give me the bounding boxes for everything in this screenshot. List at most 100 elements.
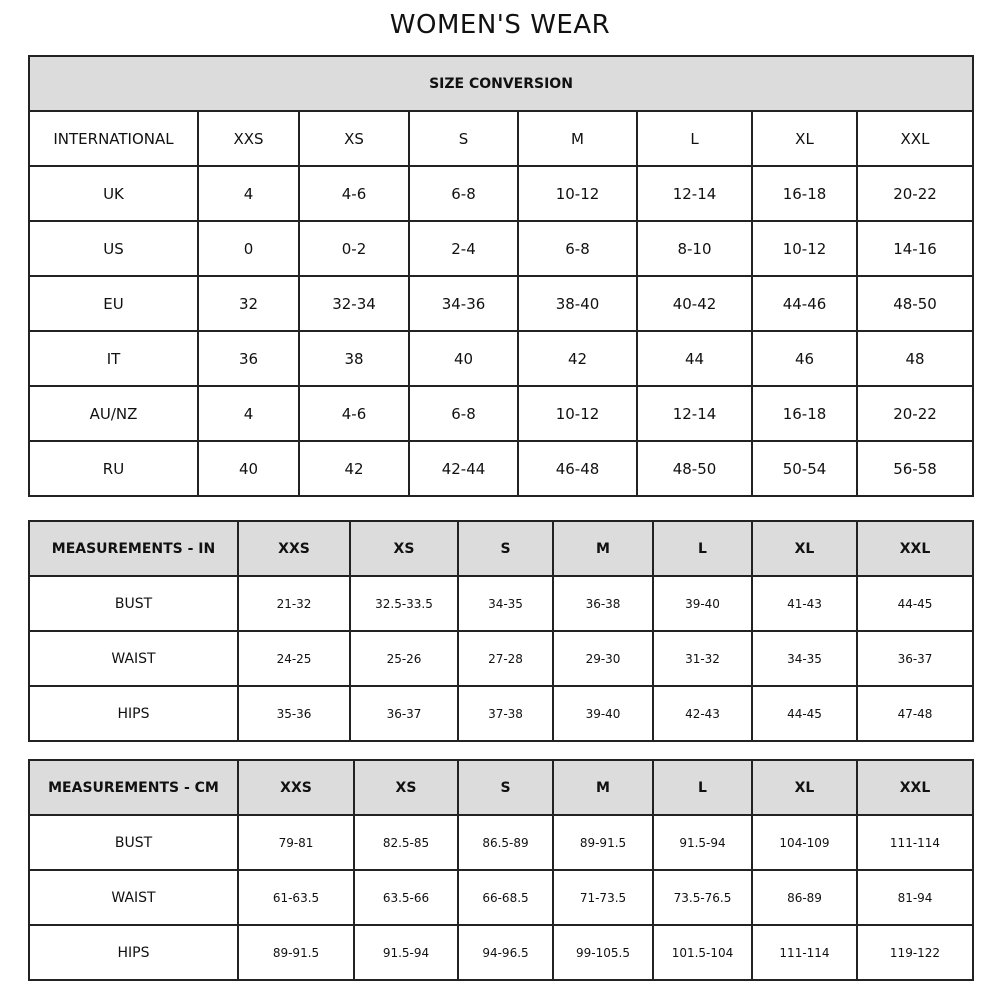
table-cell: XXS — [237, 759, 355, 816]
table-cell: 6-8 — [517, 220, 638, 277]
table-row: BUST 21-32 32.5-33.5 34-35 36-38 39-40 41-43 44… — [28, 575, 974, 632]
table-cell: 20-22 — [856, 165, 974, 222]
table-cell: 42-43 — [652, 685, 753, 742]
page-title: WOMEN'S WEAR — [389, 10, 611, 40]
table-cell: 79-81 — [237, 814, 355, 871]
table-row: UK 4 4-6 6-8 10-12 12-14 16-18 20-22 — [28, 165, 974, 222]
table-cell: 4-6 — [298, 385, 410, 442]
table-cell: 37-38 — [457, 685, 554, 742]
table-cell: 38-40 — [517, 275, 638, 332]
row-label: INTERNATIONAL — [28, 110, 199, 167]
table-cell: 99-105.5 — [552, 924, 654, 981]
table-cell: 29-30 — [552, 630, 654, 687]
table-cell: 32-34 — [298, 275, 410, 332]
table-cell: 44-45 — [856, 575, 974, 632]
table-cell: 48-50 — [636, 440, 753, 497]
row-label: HIPS — [28, 685, 239, 742]
row-label: IT — [28, 330, 199, 387]
table-cell: 34-35 — [751, 630, 858, 687]
caption-row: SIZE CONVERSION — [28, 55, 974, 112]
table-cell: 44-46 — [751, 275, 858, 332]
table-cell: 21-32 — [237, 575, 351, 632]
table-cell: 81-94 — [856, 869, 974, 926]
table-cell: 63.5-66 — [353, 869, 459, 926]
table-cell: 39-40 — [652, 575, 753, 632]
table-cell: 42-44 — [408, 440, 519, 497]
table-cell: 89-91.5 — [552, 814, 654, 871]
table-cell: 104-109 — [751, 814, 858, 871]
table-row: HIPS 35-36 36-37 37-38 39-40 42-43 44-45 47-48 — [28, 685, 974, 742]
row-label: UK — [28, 165, 199, 222]
table-cell: 89-91.5 — [237, 924, 355, 981]
table-cell: 6-8 — [408, 385, 519, 442]
row-label: WAIST — [28, 869, 239, 926]
table-cell: 66-68.5 — [457, 869, 554, 926]
table-cell: M — [517, 110, 638, 167]
table-row: WAIST 61-63.5 63.5-66 66-68.5 71-73.5 73.5-76… — [28, 869, 974, 926]
table-cell: 48 — [856, 330, 974, 387]
row-label: EU — [28, 275, 199, 332]
table-cell: 94-96.5 — [457, 924, 554, 981]
table-cell: XXS — [237, 520, 351, 577]
table-cell: 32 — [197, 275, 300, 332]
row-label: AU/NZ — [28, 385, 199, 442]
table-row: AU/NZ 4 4-6 6-8 10-12 12-14 16-18 20-22 — [28, 385, 974, 442]
table-cell: 56-58 — [856, 440, 974, 497]
table-cell: 31-32 — [652, 630, 753, 687]
table-cell: XXS — [197, 110, 300, 167]
table-cell: 111-114 — [751, 924, 858, 981]
table-cell: 42 — [298, 440, 410, 497]
table-cell: 34-35 — [457, 575, 554, 632]
table-row: WAIST 24-25 25-26 27-28 29-30 31-32 34-35 36-37 — [28, 630, 974, 687]
table-cell: 14-16 — [856, 220, 974, 277]
table-row: EU 32 32-34 34-36 38-40 40-42 44-46 48-50 — [28, 275, 974, 332]
table-cell: 36-38 — [552, 575, 654, 632]
row-label: HIPS — [28, 924, 239, 981]
table-cell: 10-12 — [517, 385, 638, 442]
table-cell: 36-37 — [349, 685, 459, 742]
row-label: BUST — [28, 575, 239, 632]
table-cell: M — [552, 759, 654, 816]
table-cell: 71-73.5 — [552, 869, 654, 926]
row-label: RU — [28, 440, 199, 497]
table-cell: 40 — [197, 440, 300, 497]
table-cell: 25-26 — [349, 630, 459, 687]
table-cell: M — [552, 520, 654, 577]
table-cell: 10-12 — [517, 165, 638, 222]
table-cell: XXL — [856, 759, 974, 816]
table-cell: 4 — [197, 385, 300, 442]
table-cell: 12-14 — [636, 165, 753, 222]
table-cell: XL — [751, 759, 858, 816]
table-cell: 119-122 — [856, 924, 974, 981]
table-cell: 101.5-104 — [652, 924, 753, 981]
table-row: HIPS 89-91.5 91.5-94 94-96.5 99-105.5 101.5-1… — [28, 924, 974, 981]
table-cell: XS — [353, 759, 459, 816]
table-cell: 2-4 — [408, 220, 519, 277]
table-cell: 0 — [197, 220, 300, 277]
table-cell: 0-2 — [298, 220, 410, 277]
table-cell: 86.5-89 — [457, 814, 554, 871]
table-cell: 12-14 — [636, 385, 753, 442]
table-cell: 73.5-76.5 — [652, 869, 753, 926]
table-cell: L — [636, 110, 753, 167]
table-cell: S — [408, 110, 519, 167]
table-cell: 16-18 — [751, 165, 858, 222]
table-cell: 44-45 — [751, 685, 858, 742]
table-cell: 38 — [298, 330, 410, 387]
table-cell: XS — [349, 520, 459, 577]
table-cell: 10-12 — [751, 220, 858, 277]
table-cell: 34-36 — [408, 275, 519, 332]
table-cell: 91.5-94 — [353, 924, 459, 981]
measurements-cm-table: MEASUREMENTS - CM XXS XS S M L XL XXL BUST 79-81 8… — [28, 759, 974, 981]
table-cell: 47-48 — [856, 685, 974, 742]
table-cell: 32.5-33.5 — [349, 575, 459, 632]
table-cell: 46 — [751, 330, 858, 387]
table-cell: 4 — [197, 165, 300, 222]
table-cell: 41-43 — [751, 575, 858, 632]
table-cell: S — [457, 759, 554, 816]
table-cell: 44 — [636, 330, 753, 387]
table-cell: S — [457, 520, 554, 577]
table-row: US 0 0-2 2-4 6-8 8-10 10-12 14-16 — [28, 220, 974, 277]
table-cell: 82.5-85 — [353, 814, 459, 871]
table-cell: 48-50 — [856, 275, 974, 332]
